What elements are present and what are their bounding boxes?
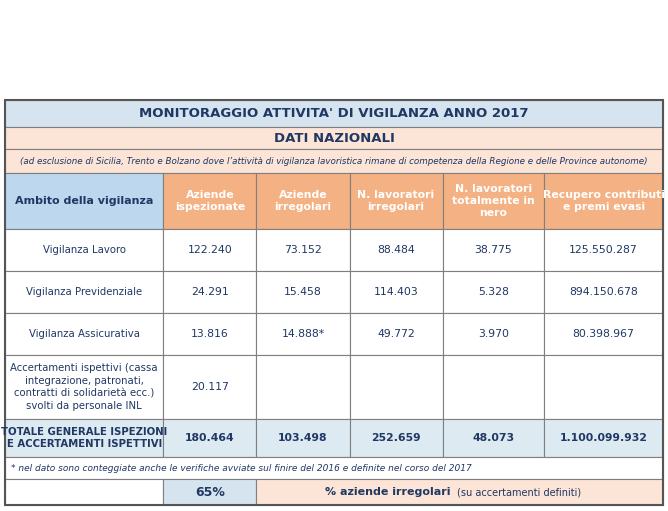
Text: MONITORAGGIO ATTIVITA' DI VIGILANZA ANNO 2017: MONITORAGGIO ATTIVITA' DI VIGILANZA ANNO… [139, 107, 529, 120]
Bar [544, 313, 663, 355]
Text: (ad esclusione di Sicilia, Trento e Bolzano dove l’attività di vigilanza lavoris: (ad esclusione di Sicilia, Trento e Bolz… [20, 156, 648, 166]
Bar [5, 229, 164, 271]
Text: 1.100.099.932: 1.100.099.932 [560, 433, 647, 443]
Bar [164, 313, 257, 355]
Text: TOTALE GENERALE ISPEZIONI
E ACCERTAMENTI ISPETTIVI: TOTALE GENERALE ISPEZIONI E ACCERTAMENTI… [1, 427, 167, 449]
Bar [257, 229, 349, 271]
Text: (su accertamenti definiti): (su accertamenti definiti) [457, 487, 581, 497]
Text: 252.659: 252.659 [371, 433, 421, 443]
Text: 49.772: 49.772 [377, 329, 415, 339]
Bar [5, 149, 663, 173]
Text: 65%: 65% [195, 485, 225, 499]
Bar [5, 173, 164, 229]
Text: * nel dato sono conteggiate anche le verifiche avviate sul finire del 2016 e def: * nel dato sono conteggiate anche le ver… [11, 463, 472, 473]
Text: N. lavoratori
totalmente in
nero: N. lavoratori totalmente in nero [452, 183, 535, 218]
Text: 73.152: 73.152 [284, 245, 322, 255]
Text: Recupero contributi
e premi evasi: Recupero contributi e premi evasi [542, 190, 665, 212]
Bar [443, 173, 544, 229]
Bar [5, 100, 663, 127]
Bar [257, 173, 349, 229]
Text: 20.117: 20.117 [191, 382, 229, 392]
Text: 103.498: 103.498 [279, 433, 328, 443]
Bar [443, 313, 544, 355]
Bar [164, 229, 257, 271]
Bar [164, 173, 257, 229]
Bar [349, 173, 443, 229]
Bar [349, 271, 443, 313]
Bar [5, 419, 164, 457]
Text: 24.291: 24.291 [191, 287, 228, 297]
Text: 48.073: 48.073 [472, 433, 514, 443]
Text: Vigilanza Previdenziale: Vigilanza Previdenziale [26, 287, 142, 297]
Text: 5.328: 5.328 [478, 287, 509, 297]
Bar [443, 355, 544, 419]
Text: Aziende
irregolari: Aziende irregolari [275, 190, 331, 212]
Bar [5, 100, 663, 505]
Text: 80.398.967: 80.398.967 [572, 329, 635, 339]
Text: 125.550.287: 125.550.287 [569, 245, 638, 255]
Bar [443, 229, 544, 271]
Text: % aziende irregolari: % aziende irregolari [325, 487, 455, 497]
Bar [257, 419, 349, 457]
Text: 894.150.678: 894.150.678 [569, 287, 638, 297]
Bar [5, 313, 164, 355]
Text: 114.403: 114.403 [373, 287, 418, 297]
Bar [257, 271, 349, 313]
Bar [257, 313, 349, 355]
Text: Vigilanza Lavoro: Vigilanza Lavoro [43, 245, 126, 255]
Bar [349, 419, 443, 457]
Bar [257, 355, 349, 419]
Text: 38.775: 38.775 [474, 245, 512, 255]
Bar [5, 271, 164, 313]
Text: 15.458: 15.458 [284, 287, 322, 297]
Text: 13.816: 13.816 [191, 329, 228, 339]
Text: DATI NAZIONALI: DATI NAZIONALI [274, 131, 394, 145]
Bar [544, 355, 663, 419]
Bar [443, 419, 544, 457]
Bar [164, 355, 257, 419]
Text: 3.970: 3.970 [478, 329, 509, 339]
Bar [257, 479, 663, 505]
Bar [349, 313, 443, 355]
Bar [5, 457, 663, 479]
Bar [544, 229, 663, 271]
Bar [5, 127, 663, 149]
Text: 122.240: 122.240 [188, 245, 232, 255]
Text: Aziende
ispezionate: Aziende ispezionate [175, 190, 245, 212]
Bar [544, 173, 663, 229]
Bar [349, 355, 443, 419]
Text: Vigilanza Assicurativa: Vigilanza Assicurativa [29, 329, 140, 339]
Text: Accertamenti ispettivi (cassa
integrazione, patronati,
contratti di solidarietà : Accertamenti ispettivi (cassa integrazio… [11, 363, 158, 411]
Bar [349, 229, 443, 271]
Bar [5, 479, 164, 505]
Bar [164, 419, 257, 457]
Bar [544, 271, 663, 313]
Bar [443, 271, 544, 313]
Bar [5, 355, 164, 419]
Bar [544, 419, 663, 457]
Text: 88.484: 88.484 [377, 245, 415, 255]
Text: Ambito della vigilanza: Ambito della vigilanza [15, 196, 154, 206]
Text: 14.888*: 14.888* [281, 329, 325, 339]
Bar [164, 479, 257, 505]
Text: 180.464: 180.464 [185, 433, 234, 443]
Bar [164, 271, 257, 313]
Text: N. lavoratori
irregolari: N. lavoratori irregolari [357, 190, 435, 212]
